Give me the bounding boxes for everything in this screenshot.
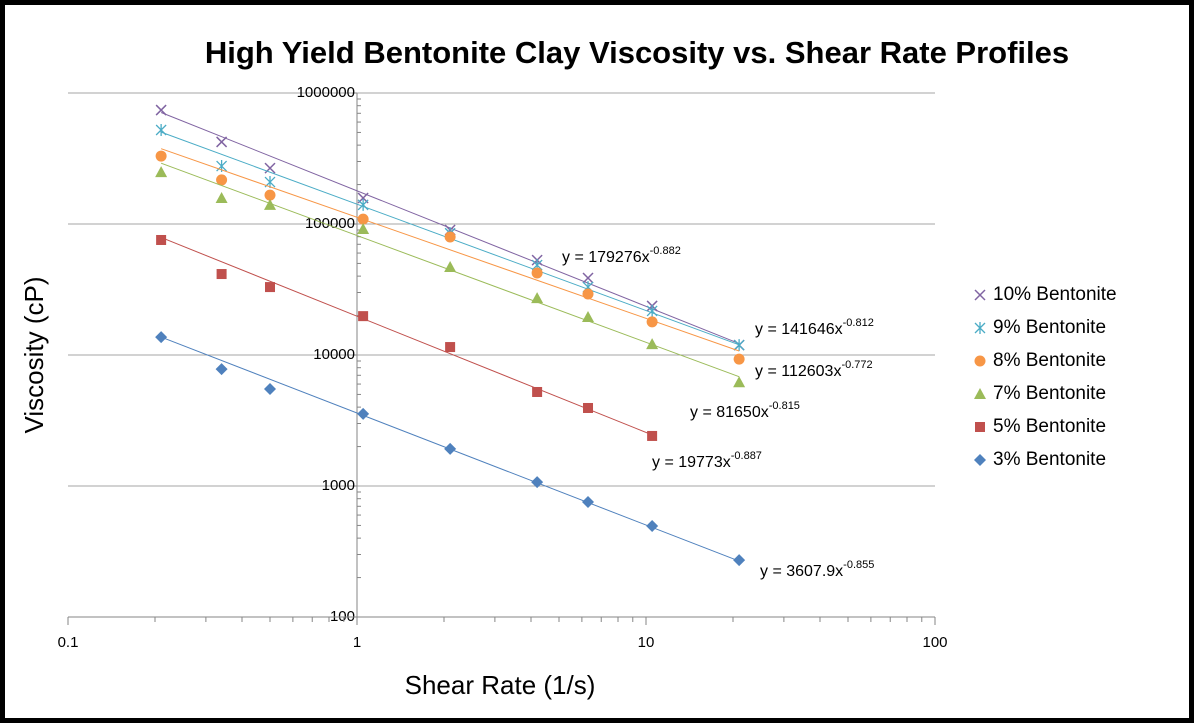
marker (216, 269, 227, 280)
marker (357, 198, 369, 211)
marker (444, 260, 457, 272)
marker (532, 386, 543, 397)
trendline (160, 236, 653, 436)
legend-label: 3% Bentonite (993, 449, 1106, 470)
y-axis-label: Viscosity (cP) (19, 277, 49, 434)
marker (444, 231, 456, 243)
trendline-equation: y = 112603x (755, 363, 841, 380)
marker (357, 213, 369, 225)
marker (646, 338, 659, 350)
x-tick-label: 10 (638, 634, 655, 651)
marker (975, 422, 985, 432)
marker (974, 322, 986, 334)
marker (264, 383, 277, 396)
legend-label: 8% Bentonite (993, 350, 1106, 371)
marker (733, 339, 745, 352)
marker (974, 355, 986, 367)
marker (155, 331, 168, 344)
trendline-exponent: -0.812 (843, 317, 874, 329)
marker (646, 316, 658, 328)
marker (531, 292, 544, 304)
trendline-equation: y = 81650x (690, 404, 769, 421)
marker (216, 174, 228, 186)
marker (264, 198, 277, 210)
marker (357, 407, 370, 420)
marker (974, 388, 986, 399)
marker (974, 289, 986, 301)
marker (582, 272, 594, 284)
marker (155, 104, 167, 116)
chart-title: High Yield Bentonite Clay Viscosity vs. … (205, 35, 1069, 70)
legend-label: 10% Bentonite (993, 284, 1117, 305)
legend-label: 5% Bentonite (993, 416, 1106, 437)
marker (531, 267, 543, 279)
marker (582, 495, 595, 508)
y-tick-label: 10000 (313, 346, 355, 363)
marker (216, 136, 228, 148)
trendline-label: y = 81650x-0.815 (690, 400, 800, 421)
marker (155, 123, 167, 136)
trendline (160, 148, 740, 352)
marker (357, 222, 370, 234)
marker (646, 520, 659, 533)
trendline-label: y = 19773x-0.887 (652, 450, 762, 471)
marker (444, 442, 457, 455)
trendline-label: y = 179276x-0.882 (562, 245, 681, 266)
marker (582, 288, 594, 300)
trendline-exponent: -0.855 (843, 559, 874, 571)
marker (646, 304, 658, 317)
trendline-equation: y = 141646x (755, 321, 843, 338)
marker (215, 191, 228, 203)
trendline-equation: y = 19773x (652, 454, 731, 471)
trendline-exponent: -0.887 (731, 450, 762, 462)
trendline-label: y = 3607.9x-0.855 (760, 559, 874, 580)
marker (215, 363, 228, 376)
y-tick-label: 1000000 (297, 84, 355, 101)
marker (531, 476, 544, 489)
marker (733, 353, 745, 365)
trendline-equation: y = 179276x (562, 249, 650, 266)
marker (358, 311, 369, 322)
marker (733, 376, 746, 388)
trendline-exponent: -0.882 (650, 245, 681, 257)
y-tick-label: 1000 (322, 477, 355, 494)
marker (582, 311, 595, 323)
marker (155, 166, 168, 178)
marker (265, 282, 276, 293)
x-tick-label: 100 (922, 634, 947, 651)
marker (647, 430, 658, 441)
legend-label: 7% Bentonite (993, 383, 1106, 404)
y-tick-label: 100 (330, 608, 355, 625)
marker (583, 402, 594, 413)
marker (264, 189, 276, 201)
marker (155, 150, 167, 162)
y-tick-label: 100000 (305, 215, 355, 232)
marker (733, 554, 746, 567)
marker (974, 454, 986, 466)
trendline-label: y = 141646x-0.812 (755, 317, 874, 338)
marker (445, 342, 456, 353)
legend-label: 9% Bentonite (993, 317, 1106, 338)
trendline-exponent: -0.815 (769, 400, 800, 412)
x-tick-label: 1 (353, 634, 361, 651)
trendline-equation: y = 3607.9x (760, 563, 843, 580)
x-axis-label: Shear Rate (1/s) (405, 670, 596, 700)
trendline-label: y = 112603x-0.772 (755, 359, 873, 380)
x-tick-label: 0.1 (58, 634, 79, 651)
marker (156, 234, 167, 245)
trendline-exponent: -0.772 (841, 359, 872, 371)
